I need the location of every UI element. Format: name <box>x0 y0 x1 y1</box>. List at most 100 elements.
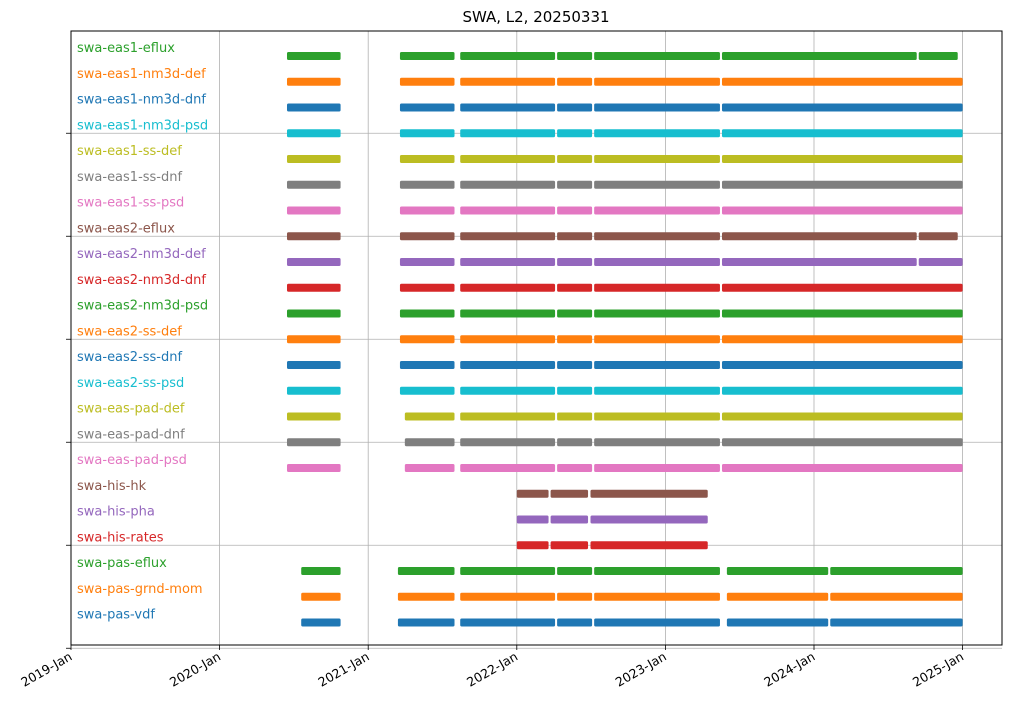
series-label: swa-eas-pad-dnf <box>77 427 185 442</box>
data-segment <box>460 309 556 318</box>
data-segment <box>721 129 963 138</box>
data-segment <box>726 567 829 575</box>
data-segment <box>557 232 593 241</box>
data-segment <box>918 258 963 266</box>
data-segment <box>399 155 455 163</box>
data-segment <box>460 258 556 266</box>
data-segment <box>460 335 556 344</box>
data-segment <box>557 335 593 344</box>
data-segment <box>721 206 963 215</box>
data-segment <box>404 438 455 447</box>
series-label: swa-eas1-nm3d-psd <box>77 118 208 133</box>
data-segment <box>550 489 589 498</box>
data-segment <box>594 232 720 241</box>
data-segment <box>594 103 720 112</box>
data-segment <box>399 258 455 266</box>
series-label: swa-his-hk <box>77 479 147 494</box>
data-segment <box>594 567 720 575</box>
data-segment <box>557 309 593 318</box>
data-segment <box>557 206 593 215</box>
data-segment <box>721 232 917 241</box>
data-segment <box>397 567 455 575</box>
series-label: swa-eas2-nm3d-psd <box>77 299 208 314</box>
data-segment <box>557 567 593 575</box>
data-segment <box>594 206 720 215</box>
data-segment <box>830 592 963 601</box>
data-segment <box>590 489 708 498</box>
series-label: swa-his-pha <box>77 505 155 520</box>
data-segment <box>830 618 963 627</box>
data-segment <box>286 412 341 421</box>
data-segment <box>286 464 341 472</box>
data-segment <box>286 52 341 60</box>
data-segment <box>721 52 917 60</box>
data-segment <box>460 232 556 241</box>
data-segment <box>399 180 455 189</box>
data-segment <box>557 386 593 395</box>
data-segment <box>590 541 708 550</box>
series-label: swa-eas2-nm3d-def <box>77 247 206 262</box>
data-segment <box>286 283 341 292</box>
data-segment <box>594 77 720 86</box>
data-segment <box>301 592 341 601</box>
series-label: swa-eas1-nm3d-dnf <box>77 93 206 108</box>
data-segment <box>286 155 341 163</box>
data-segment <box>399 309 455 318</box>
data-segment <box>286 129 341 138</box>
data-segment <box>516 515 549 524</box>
data-segment <box>557 592 593 601</box>
data-segment <box>557 52 593 60</box>
data-segment <box>557 438 593 447</box>
data-segment <box>550 515 589 524</box>
data-segment <box>460 567 556 575</box>
data-segment <box>301 618 341 627</box>
series-label: swa-his-rates <box>77 530 164 545</box>
series-label: swa-eas1-ss-def <box>77 144 182 159</box>
data-segment <box>721 412 963 421</box>
data-segment <box>399 232 455 241</box>
data-segment <box>286 77 341 86</box>
data-segment <box>516 541 549 550</box>
data-segment <box>721 464 963 472</box>
data-segment <box>594 129 720 138</box>
data-segment <box>557 283 593 292</box>
series-label: swa-eas2-eflux <box>77 221 175 236</box>
data-segment <box>721 258 917 266</box>
data-segment <box>399 129 455 138</box>
data-segment <box>557 618 593 627</box>
chart-title: SWA, L2, 20250331 <box>462 8 609 26</box>
data-segment <box>460 464 556 472</box>
series-label: swa-eas2-ss-psd <box>77 376 184 391</box>
data-segment <box>557 412 593 421</box>
data-segment <box>594 412 720 421</box>
series-label: swa-eas1-ss-dnf <box>77 170 182 185</box>
data-segment <box>397 618 455 627</box>
data-segment <box>516 489 549 498</box>
plot-frame <box>70 30 1003 646</box>
data-segment <box>460 618 556 627</box>
data-segment <box>918 232 958 241</box>
data-segment <box>557 258 593 266</box>
data-segment <box>399 335 455 344</box>
data-segment <box>301 567 341 575</box>
data-segment <box>399 283 455 292</box>
data-segment <box>594 309 720 318</box>
data-segment <box>721 386 963 395</box>
data-segment <box>397 592 455 601</box>
data-segment <box>286 438 341 447</box>
series-label: swa-pas-grnd-mom <box>77 582 203 597</box>
data-segment <box>726 592 829 601</box>
data-segment <box>286 309 341 318</box>
data-segment <box>286 180 341 189</box>
series-label: swa-eas2-nm3d-dnf <box>77 273 206 288</box>
data-segment <box>594 438 720 447</box>
data-segment <box>594 180 720 189</box>
data-segment <box>286 361 341 369</box>
series-label: swa-eas2-ss-dnf <box>77 350 182 365</box>
data-segment <box>557 155 593 163</box>
data-segment <box>399 206 455 215</box>
data-segment <box>404 412 455 421</box>
data-segment <box>557 103 593 112</box>
